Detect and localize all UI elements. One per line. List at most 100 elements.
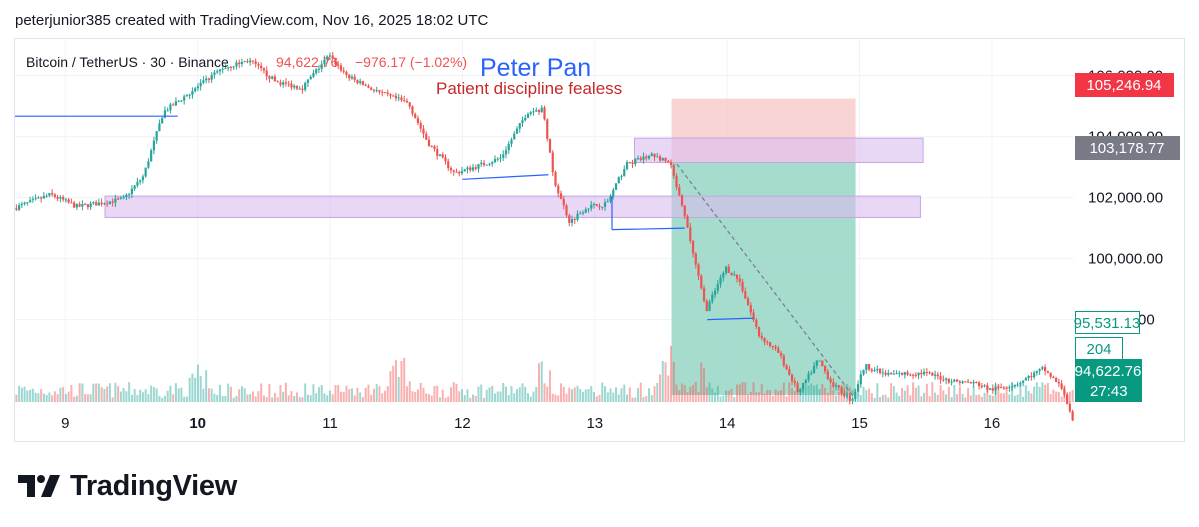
candle-body: [1035, 370, 1038, 373]
volume-bar: [499, 391, 502, 402]
volume-bar: [147, 394, 150, 402]
candle-body: [455, 171, 458, 173]
volume-bar: [304, 383, 307, 402]
candle-body: [1044, 367, 1047, 372]
volume-bar: [81, 383, 84, 402]
volume-bar: [626, 394, 629, 402]
x-tick-label: 9: [61, 415, 69, 432]
candle-body: [931, 372, 934, 376]
candle-body: [917, 372, 920, 376]
volume-bar: [419, 382, 422, 402]
volume-bar: [1057, 391, 1060, 402]
volume-bar: [807, 385, 810, 402]
candle-body: [540, 107, 543, 113]
volume-bar: [551, 393, 554, 402]
volume-bar: [986, 385, 989, 402]
candle-body: [133, 185, 136, 189]
candle-body: [295, 85, 299, 89]
candle-body: [653, 153, 656, 158]
candle-body: [381, 91, 384, 93]
last-price-tag: 94,622.76 27:43: [1075, 359, 1142, 402]
volume-bar: [166, 390, 169, 402]
candle-body: [1060, 383, 1063, 389]
volume-bar: [865, 390, 868, 402]
volume-bar: [683, 385, 686, 402]
candle-body: [1033, 372, 1036, 378]
candle-body: [1011, 386, 1014, 388]
candle-body: [323, 59, 326, 65]
volume-bar: [802, 387, 805, 402]
volume-bar: [565, 393, 568, 402]
volume-bar: [615, 387, 618, 402]
volume-bar: [958, 386, 961, 402]
volume-bar: [422, 387, 425, 402]
volume-bar: [452, 382, 455, 402]
tradingview-logo[interactable]: TradingView: [18, 468, 237, 504]
volume-bar: [689, 386, 692, 402]
candle-body: [565, 205, 568, 216]
candle-body: [449, 167, 453, 171]
volume-bar: [593, 392, 596, 402]
candle-body: [469, 167, 472, 171]
candle-body: [936, 374, 939, 377]
svg-text:103,178.77: 103,178.77: [1089, 140, 1164, 157]
volume-bar: [942, 390, 945, 402]
candle-body: [592, 204, 596, 206]
candle-body: [947, 378, 950, 383]
volume-bar: [1011, 382, 1014, 402]
candle-body: [851, 398, 854, 401]
volume-bar: [95, 383, 98, 402]
countdown: 27:43: [1090, 383, 1128, 400]
candle-body: [799, 389, 802, 392]
candle-body: [485, 164, 488, 166]
candle-body: [1030, 376, 1033, 378]
volume-bar: [265, 397, 268, 402]
volume-bar: [75, 395, 78, 402]
volume-bar: [469, 397, 472, 402]
volume-bar: [628, 387, 631, 402]
legend-change: −976.17 (−1.02%): [355, 54, 467, 70]
candle-body: [317, 68, 321, 70]
volume-bar: [466, 389, 469, 402]
volume-bar: [1055, 391, 1058, 402]
volume-bar: [697, 391, 700, 402]
candle-body: [251, 60, 255, 62]
volume-bar: [427, 394, 430, 402]
candle-body: [306, 79, 310, 83]
volume-bar: [334, 385, 337, 402]
volume-bar: [433, 385, 436, 402]
candle-body: [636, 158, 640, 160]
volume-bar: [243, 388, 246, 402]
candles: [15, 51, 1074, 422]
annotation-title: Peter Pan: [480, 54, 591, 82]
candle-body: [837, 385, 840, 388]
x-tick-label: 11: [322, 415, 338, 432]
volume-bar: [705, 387, 708, 402]
volume-bar: [282, 391, 285, 402]
candle-body: [97, 202, 100, 206]
candle-body: [284, 82, 288, 84]
volume-bar: [1027, 390, 1030, 402]
candle-body: [551, 152, 554, 173]
candle-body: [865, 364, 868, 371]
volume-bar: [991, 395, 994, 402]
volume-bar: [161, 397, 164, 402]
volume-bar: [323, 393, 326, 402]
volume-bar: [661, 360, 664, 402]
candle-body: [738, 278, 741, 282]
candle-body: [125, 194, 128, 198]
candle-body: [603, 202, 607, 207]
volume-bar: [449, 387, 452, 402]
volume-bar: [821, 384, 824, 402]
candle-body: [392, 95, 395, 97]
candle-body: [967, 381, 970, 383]
candle-body: [606, 201, 609, 203]
volume-bar: [777, 391, 780, 402]
volume-bar: [89, 394, 92, 402]
candle-body: [749, 305, 752, 313]
volume-bar: [818, 389, 821, 402]
volume-bar: [136, 395, 139, 402]
zones: [104, 98, 924, 395]
volume-bar: [747, 394, 750, 402]
